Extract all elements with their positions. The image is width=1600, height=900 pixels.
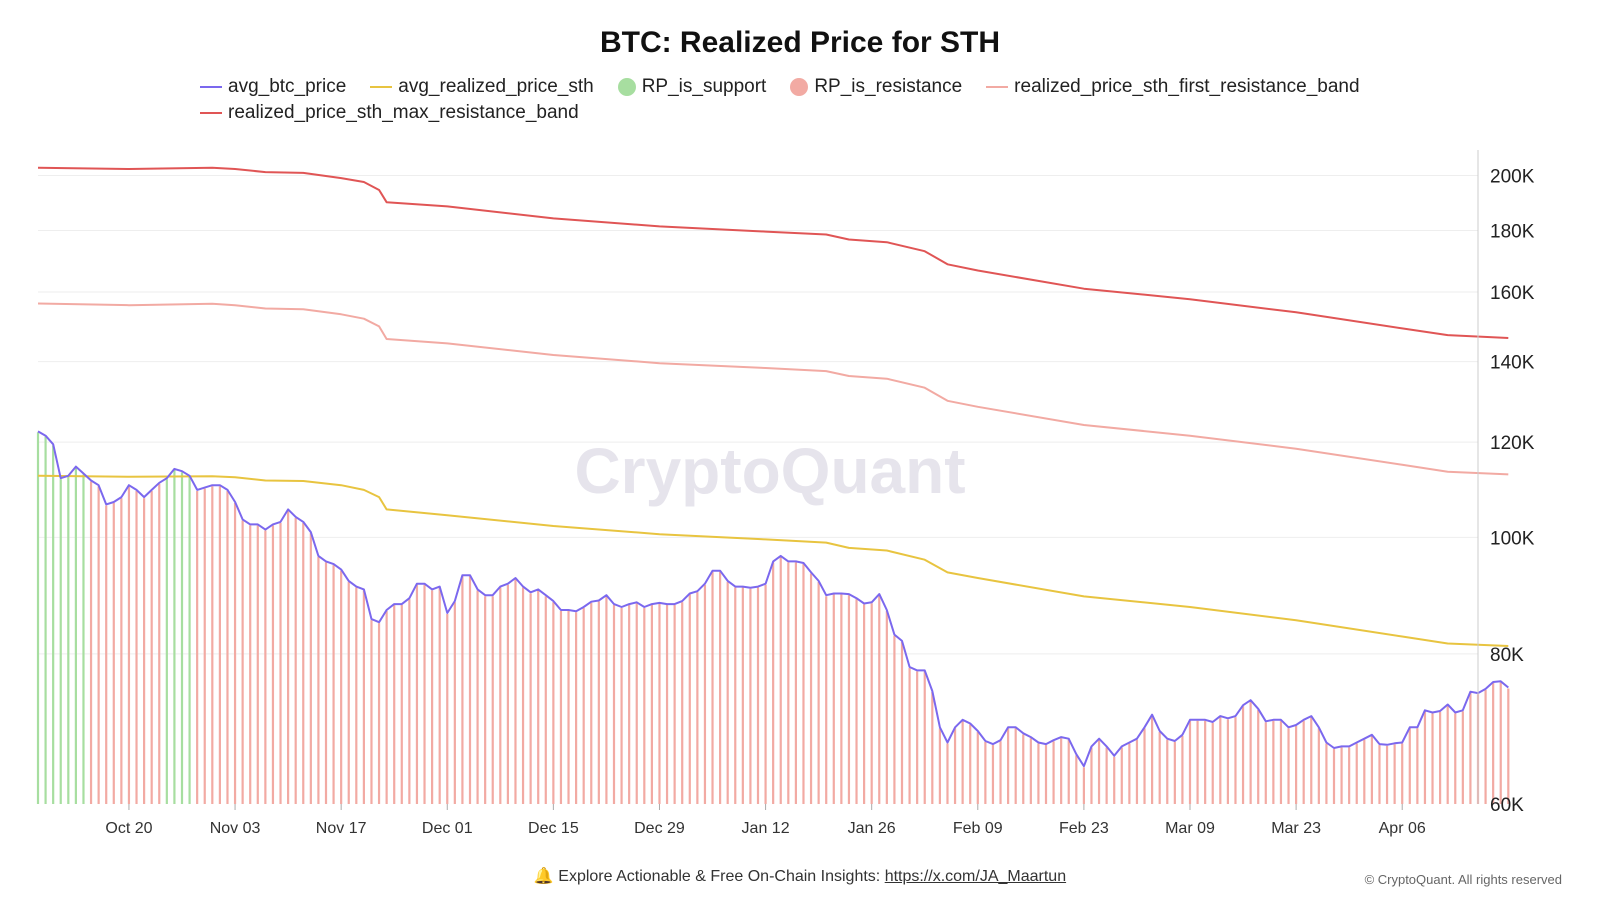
legend-swatch-rp-is-support bbox=[617, 78, 636, 96]
legend-label: RP_is_support bbox=[641, 76, 767, 97]
y-tick-label: 80K bbox=[1490, 645, 1524, 666]
series-avg-realized-price-sth bbox=[37, 474, 1509, 647]
watermark: CryptoQuant bbox=[574, 435, 965, 507]
series-lines bbox=[37, 166, 1509, 768]
x-tick-label: Mar 23 bbox=[1271, 820, 1321, 837]
bell-icon: 🔔 bbox=[533, 868, 554, 885]
legend-item-rp-is-resistance[interactable]: RP_is_resistance bbox=[790, 76, 962, 98]
footer: 🔔 Explore Actionable & Free On-Chain Ins… bbox=[0, 866, 1600, 886]
x-tick-label: Feb 09 bbox=[953, 820, 1003, 837]
legend-item-avg-realized-price-sth[interactable]: avg_realized_price_sth bbox=[370, 76, 594, 98]
x-tick-label: Mar 09 bbox=[1165, 820, 1215, 837]
legend-swatch-avg-realized-price-sth bbox=[370, 86, 393, 88]
legend-item-avg-btc-price[interactable]: avg_btc_price bbox=[200, 76, 346, 98]
x-tick-label: Apr 06 bbox=[1379, 820, 1426, 837]
legend-label: avg_btc_price bbox=[228, 76, 347, 97]
legend-item-first-resistance-band[interactable]: realized_price_sth_first_resistance_band bbox=[986, 76, 1360, 98]
y-tick-label: 160K bbox=[1490, 283, 1535, 304]
legend-item-rp-is-support[interactable]: RP_is_support bbox=[617, 76, 767, 98]
support-resistance-bars bbox=[36, 432, 1510, 804]
series-realized-price-sth-max-resistance-band bbox=[37, 166, 1509, 339]
footer-text: Explore Actionable & Free On-Chain Insig… bbox=[558, 868, 881, 885]
legend-label: RP_is_resistance bbox=[814, 76, 963, 97]
legend-row-1: avg_btc_price avg_realized_price_sth RP_… bbox=[200, 76, 1500, 98]
copyright: © CryptoQuant. All rights reserved bbox=[1364, 872, 1562, 887]
legend-row-2: realized_price_sth_max_resistance_band bbox=[200, 102, 1500, 124]
footer-link[interactable]: https://x.com/JA_Maartun bbox=[884, 868, 1067, 885]
y-tick-label: 60K bbox=[1490, 795, 1524, 816]
legend-swatch-max-resistance-band bbox=[200, 112, 222, 114]
y-tick-label: 100K bbox=[1490, 528, 1535, 549]
grid-lines bbox=[38, 174, 1478, 655]
y-tick-label: 180K bbox=[1490, 221, 1535, 242]
series-avg-btc-price bbox=[37, 430, 1509, 768]
x-tick-label: Jan 12 bbox=[742, 820, 790, 837]
y-tick-label: 120K bbox=[1490, 433, 1535, 454]
legend-item-max-resistance-band[interactable]: realized_price_sth_max_resistance_band bbox=[200, 102, 579, 124]
y-tick-label: 140K bbox=[1490, 353, 1535, 374]
chart-title: BTC: Realized Price for STH bbox=[599, 26, 1001, 59]
x-tick-label: Dec 15 bbox=[528, 820, 579, 837]
x-tick-label: Jan 26 bbox=[848, 820, 896, 837]
y-tick-label: 200K bbox=[1490, 166, 1535, 187]
x-tick-label: Nov 03 bbox=[210, 820, 261, 837]
x-tick-label: Oct 20 bbox=[105, 820, 152, 837]
series-realized-price-sth-first-resistance-band bbox=[37, 302, 1509, 476]
x-tick-label: Dec 01 bbox=[422, 820, 473, 837]
x-tick-label: Dec 29 bbox=[634, 820, 685, 837]
legend-label: avg_realized_price_sth bbox=[398, 76, 594, 97]
legend-swatch-first-resistance-band bbox=[986, 86, 1009, 88]
x-tick-label: Nov 17 bbox=[316, 820, 367, 837]
legend-swatch-avg-btc-price bbox=[200, 86, 222, 88]
x-tick-label: Feb 23 bbox=[1059, 820, 1109, 837]
legend-label: realized_price_sth_max_resistance_band bbox=[228, 102, 579, 123]
axes: 60K 80K 100K 120K 140K 160K 180K 200K Oct 20 Nov … bbox=[105, 150, 1535, 837]
legend-swatch-rp-is-resistance bbox=[790, 78, 809, 96]
legend-label: realized_price_sth_first_resistance_band bbox=[1014, 76, 1360, 97]
